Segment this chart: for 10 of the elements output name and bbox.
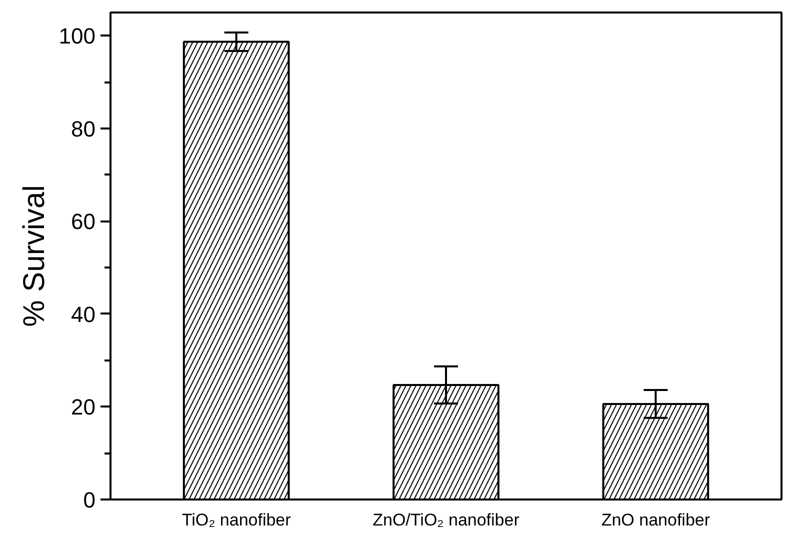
y-tick-label: 0	[83, 488, 96, 512]
x-tick-label: ZnO nanofiber	[601, 510, 710, 530]
y-tick-label: 60	[71, 209, 96, 234]
x-tick-label: TiO₂ nanofiber	[182, 510, 292, 530]
y-tick-label: 40	[71, 302, 96, 327]
y-tick-label: 20	[71, 394, 96, 420]
x-tick-label: ZnO/TiO₂ nanofiber	[372, 510, 520, 530]
y-tick-label: 80	[71, 116, 96, 142]
y-tick-label: 100	[58, 24, 96, 49]
y-axis-title: % Survival	[18, 185, 51, 327]
